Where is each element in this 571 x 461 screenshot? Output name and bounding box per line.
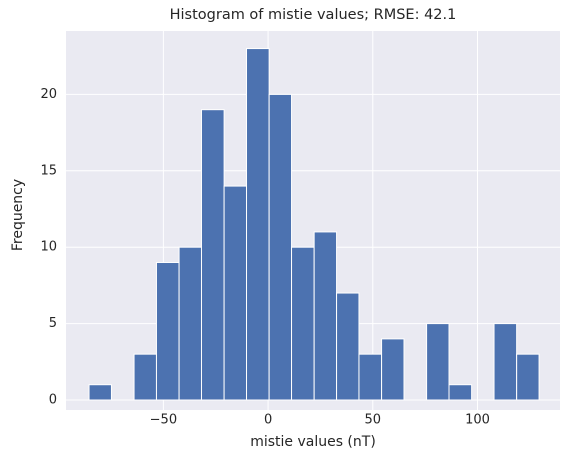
bar (381, 338, 405, 401)
bar (133, 353, 157, 401)
x-tick-label: 0 (264, 413, 272, 428)
y-axis-label: Frequency (10, 179, 26, 251)
bar (313, 231, 338, 401)
bar (336, 292, 360, 401)
bar (291, 246, 315, 401)
x-tick-label: −50 (150, 413, 177, 428)
y-tick-label: 20 (40, 87, 57, 102)
bar (516, 353, 540, 401)
y-tick-label: 10 (40, 240, 57, 255)
x-tick-label: 50 (365, 413, 382, 428)
y-tick-label: 5 (49, 316, 57, 331)
y-tick-label: 15 (40, 163, 57, 178)
bar (223, 185, 248, 401)
bar (426, 323, 450, 401)
bar (200, 109, 225, 401)
bar (493, 323, 518, 401)
bar (246, 48, 270, 401)
y-tick-label: 0 (49, 393, 57, 408)
x-tick-label: 100 (465, 413, 490, 428)
chart-title: Histogram of mistie values; RMSE: 42.1 (170, 7, 457, 23)
bar (155, 261, 180, 401)
bar (88, 384, 112, 401)
bar (358, 353, 383, 401)
bar (448, 384, 473, 401)
bar (178, 246, 202, 401)
x-axis-label: mistie values (nT) (250, 434, 376, 450)
bar (268, 93, 293, 401)
